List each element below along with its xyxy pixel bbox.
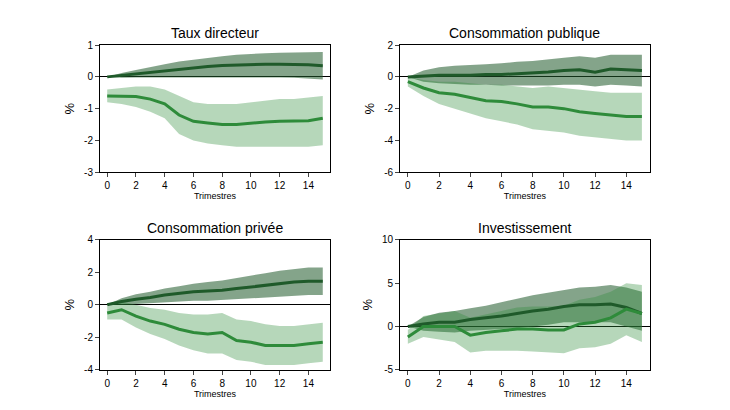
svg-text:5: 5	[387, 278, 393, 289]
svg-text:4: 4	[87, 234, 93, 245]
svg-text:%: %	[62, 299, 77, 311]
svg-text:4: 4	[467, 378, 473, 389]
svg-text:-2: -2	[84, 332, 93, 343]
svg-text:Consommation privée: Consommation privée	[147, 220, 283, 236]
svg-text:6: 6	[191, 180, 197, 191]
svg-text:8: 8	[530, 180, 536, 191]
svg-text:0: 0	[87, 71, 93, 82]
svg-text:12: 12	[274, 378, 286, 389]
svg-text:4: 4	[162, 180, 168, 191]
svg-text:0: 0	[87, 299, 93, 310]
svg-text:2: 2	[436, 180, 442, 191]
svg-text:%: %	[62, 102, 77, 114]
svg-text:%: %	[362, 102, 377, 114]
svg-text:8: 8	[219, 378, 225, 389]
svg-text:0: 0	[405, 180, 411, 191]
svg-text:4: 4	[162, 378, 168, 389]
svg-text:-4: -4	[384, 135, 393, 146]
svg-text:4: 4	[467, 180, 473, 191]
svg-text:12: 12	[274, 180, 286, 191]
svg-text:-1: -1	[84, 103, 93, 114]
svg-text:-6: -6	[384, 167, 393, 178]
svg-text:6: 6	[499, 378, 505, 389]
svg-text:0: 0	[405, 378, 411, 389]
svg-text:1: 1	[87, 40, 93, 51]
svg-text:Trimestres: Trimestres	[504, 191, 547, 201]
svg-text:-5: -5	[384, 364, 393, 375]
svg-text:6: 6	[191, 378, 197, 389]
svg-text:14: 14	[303, 378, 315, 389]
svg-text:2: 2	[133, 180, 139, 191]
svg-text:14: 14	[303, 180, 315, 191]
svg-text:10: 10	[245, 180, 257, 191]
svg-text:Trimestres: Trimestres	[194, 389, 237, 399]
svg-text:10: 10	[558, 180, 570, 191]
svg-text:2: 2	[436, 378, 442, 389]
svg-text:10: 10	[382, 234, 394, 245]
svg-text:0: 0	[104, 378, 110, 389]
svg-text:2: 2	[387, 40, 393, 51]
svg-text:%: %	[360, 299, 375, 311]
svg-text:12: 12	[590, 378, 602, 389]
svg-text:Consommation publique: Consommation publique	[449, 25, 600, 41]
svg-text:-4: -4	[84, 364, 93, 375]
svg-text:10: 10	[558, 378, 570, 389]
svg-text:Trimestres: Trimestres	[504, 389, 547, 399]
svg-text:2: 2	[87, 267, 93, 278]
svg-text:10: 10	[245, 378, 257, 389]
svg-text:0: 0	[387, 321, 393, 332]
svg-text:0: 0	[387, 71, 393, 82]
svg-text:14: 14	[621, 180, 633, 191]
svg-text:Investissement: Investissement	[478, 220, 571, 236]
svg-text:Trimestres: Trimestres	[194, 191, 237, 201]
svg-text:8: 8	[530, 378, 536, 389]
svg-text:6: 6	[499, 180, 505, 191]
svg-text:Taux directeur: Taux directeur	[171, 25, 259, 41]
svg-text:12: 12	[590, 180, 602, 191]
svg-text:14: 14	[621, 378, 633, 389]
svg-text:-3: -3	[84, 167, 93, 178]
svg-text:0: 0	[104, 180, 110, 191]
svg-text:2: 2	[133, 378, 139, 389]
svg-text:-2: -2	[84, 135, 93, 146]
svg-text:-2: -2	[384, 103, 393, 114]
svg-text:8: 8	[219, 180, 225, 191]
